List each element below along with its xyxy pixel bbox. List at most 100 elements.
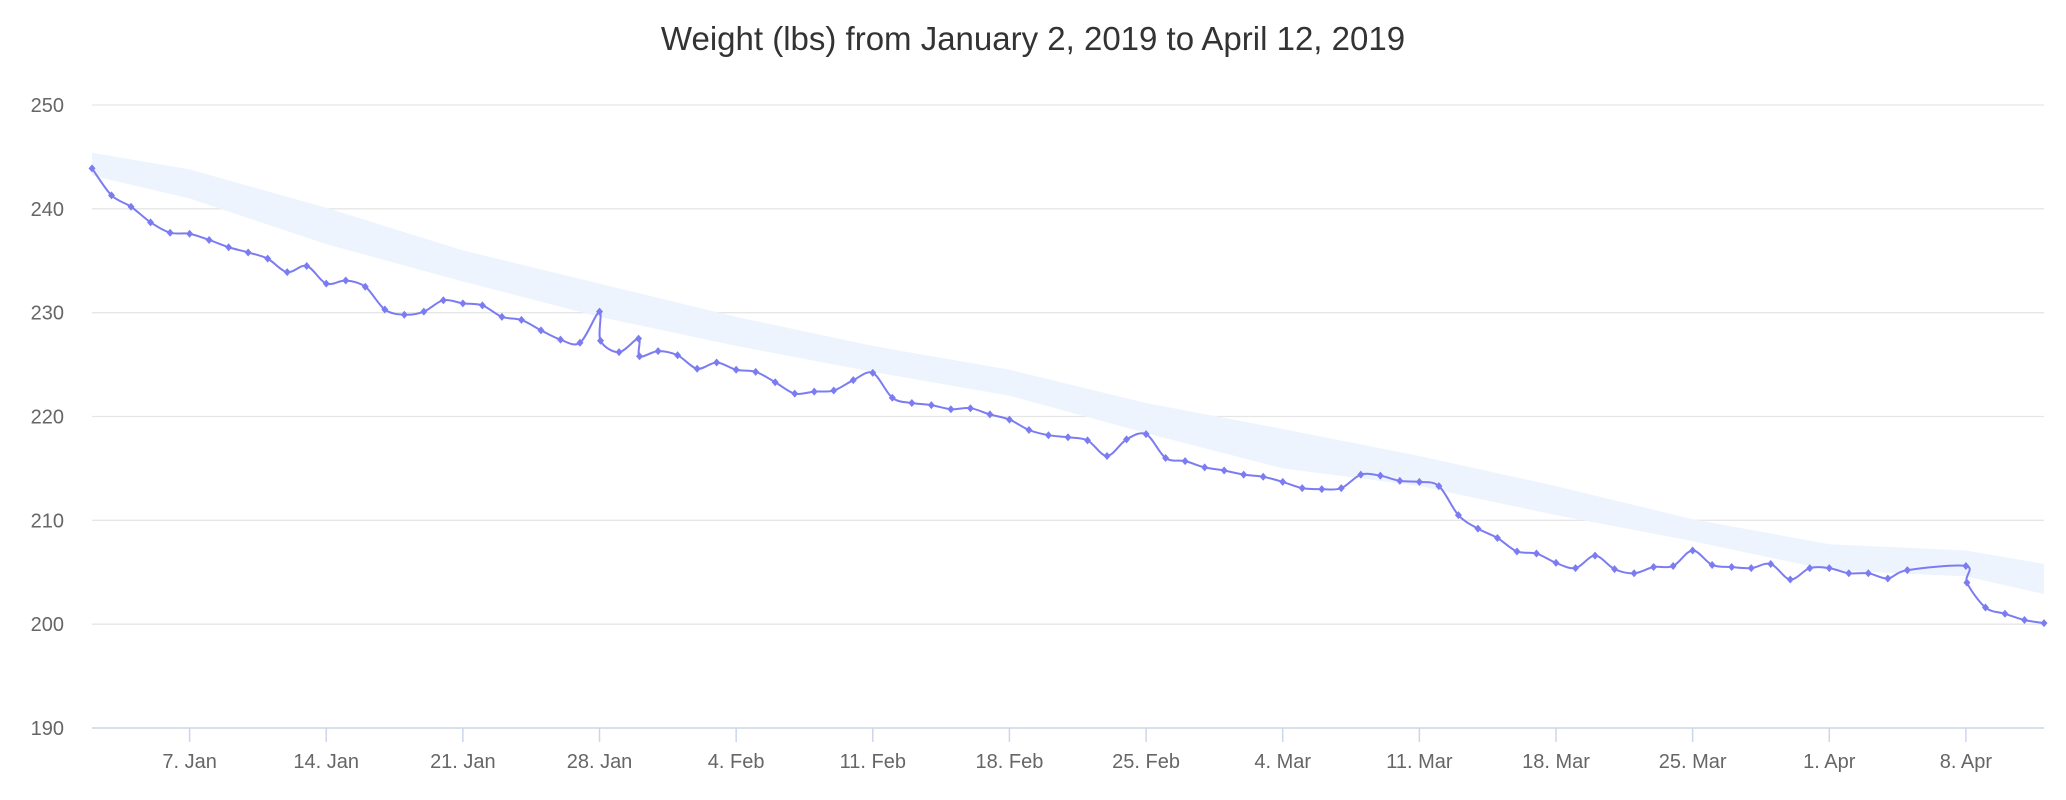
data-point: [1396, 476, 1404, 485]
x-tick-label: 4. Feb: [708, 751, 765, 773]
data-point: [205, 235, 213, 244]
data-point: [927, 401, 935, 410]
data-point: [147, 218, 155, 227]
data-point: [127, 202, 135, 211]
data-point: [1669, 562, 1677, 571]
data-point: [1474, 524, 1482, 533]
data-point: [2040, 619, 2048, 628]
data-point: [1786, 575, 1794, 584]
chart-title: Weight (lbs) from January 2, 2019 to Apr…: [661, 20, 1405, 57]
data-point: [459, 299, 467, 308]
data-point: [966, 404, 974, 413]
data-point: [1084, 436, 1092, 445]
x-tick-label: 11. Mar: [1386, 751, 1453, 773]
data-point: [771, 378, 779, 387]
data-point: [713, 358, 721, 367]
data-point: [1103, 451, 1111, 460]
data-point: [1240, 470, 1248, 479]
data-point: [1064, 433, 1072, 442]
data-point: [1298, 484, 1306, 493]
weight-markers: [88, 164, 2048, 628]
range-band: [92, 152, 2044, 595]
y-tick-label: 210: [31, 510, 64, 532]
data-point: [986, 410, 994, 419]
data-point: [420, 307, 428, 316]
data-point: [303, 261, 311, 270]
x-tick-label: 14. Jan: [293, 751, 359, 773]
data-point: [1884, 574, 1892, 583]
x-tick-label: 1. Apr: [1803, 751, 1856, 773]
data-point: [1415, 477, 1423, 486]
data-point: [1845, 569, 1853, 578]
data-point: [1630, 569, 1638, 578]
data-point: [1279, 477, 1287, 486]
data-point: [108, 191, 116, 200]
data-point: [1903, 566, 1911, 575]
x-tick-label: 7. Jan: [162, 751, 216, 773]
data-point: [322, 279, 330, 288]
data-point: [225, 243, 233, 252]
data-point: [1454, 511, 1462, 520]
data-point: [88, 164, 96, 173]
data-point: [888, 393, 896, 402]
data-point: [1181, 457, 1189, 466]
data-point: [576, 338, 584, 347]
data-point: [1591, 551, 1599, 560]
y-axis-labels: 190 200 210 220 230 240 250: [31, 95, 64, 740]
data-point: [498, 312, 506, 321]
data-point: [537, 326, 545, 335]
data-point: [1963, 578, 1971, 587]
data-point: [1650, 563, 1658, 572]
data-point: [1552, 558, 1560, 567]
data-point: [654, 347, 662, 356]
data-point: [2001, 609, 2009, 618]
data-point: [361, 282, 369, 291]
data-point: [1532, 549, 1540, 558]
data-point: [2020, 616, 2028, 625]
x-axis: 7. Jan 14. Jan 21. Jan 28. Jan 4. Feb 11. Feb…: [92, 727, 2044, 773]
data-point: [693, 364, 701, 373]
data-point: [1708, 560, 1716, 569]
data-point: [810, 387, 818, 396]
data-point: [1005, 415, 1013, 424]
data-point: [1981, 603, 1989, 612]
data-point: [908, 399, 916, 408]
data-point: [1728, 563, 1736, 572]
data-point: [1767, 559, 1775, 568]
data-point: [517, 315, 525, 324]
data-point: [244, 248, 252, 257]
data-point: [1044, 431, 1052, 440]
data-point: [1123, 435, 1131, 444]
y-tick-label: 220: [31, 407, 64, 429]
data-point: [381, 305, 389, 314]
data-point: [1357, 470, 1365, 479]
data-point: [400, 310, 408, 319]
data-point: [1611, 565, 1619, 574]
data-point: [1337, 484, 1345, 493]
data-point: [732, 365, 740, 374]
data-point: [830, 386, 838, 395]
data-point: [1162, 454, 1170, 463]
data-point: [1376, 471, 1384, 480]
x-tick-label: 25. Feb: [1112, 751, 1180, 773]
data-point: [1962, 562, 1970, 571]
data-point: [264, 254, 272, 263]
data-point: [1025, 425, 1033, 434]
data-point: [186, 229, 194, 238]
data-point: [1513, 547, 1521, 556]
data-point: [947, 405, 955, 414]
x-tick-label: 11. Feb: [840, 751, 906, 773]
data-point: [674, 351, 682, 360]
data-point: [556, 335, 564, 344]
x-tick-label: 18. Feb: [976, 751, 1044, 773]
data-point: [869, 368, 877, 377]
x-tick-label: 4. Mar: [1254, 751, 1311, 773]
x-tick-label: 8. Apr: [1940, 751, 1993, 773]
data-point: [1864, 569, 1872, 578]
y-tick-label: 200: [31, 614, 64, 636]
data-point: [791, 389, 799, 398]
data-point: [597, 336, 605, 345]
y-tick-label: 240: [31, 199, 64, 221]
data-point: [635, 334, 643, 343]
